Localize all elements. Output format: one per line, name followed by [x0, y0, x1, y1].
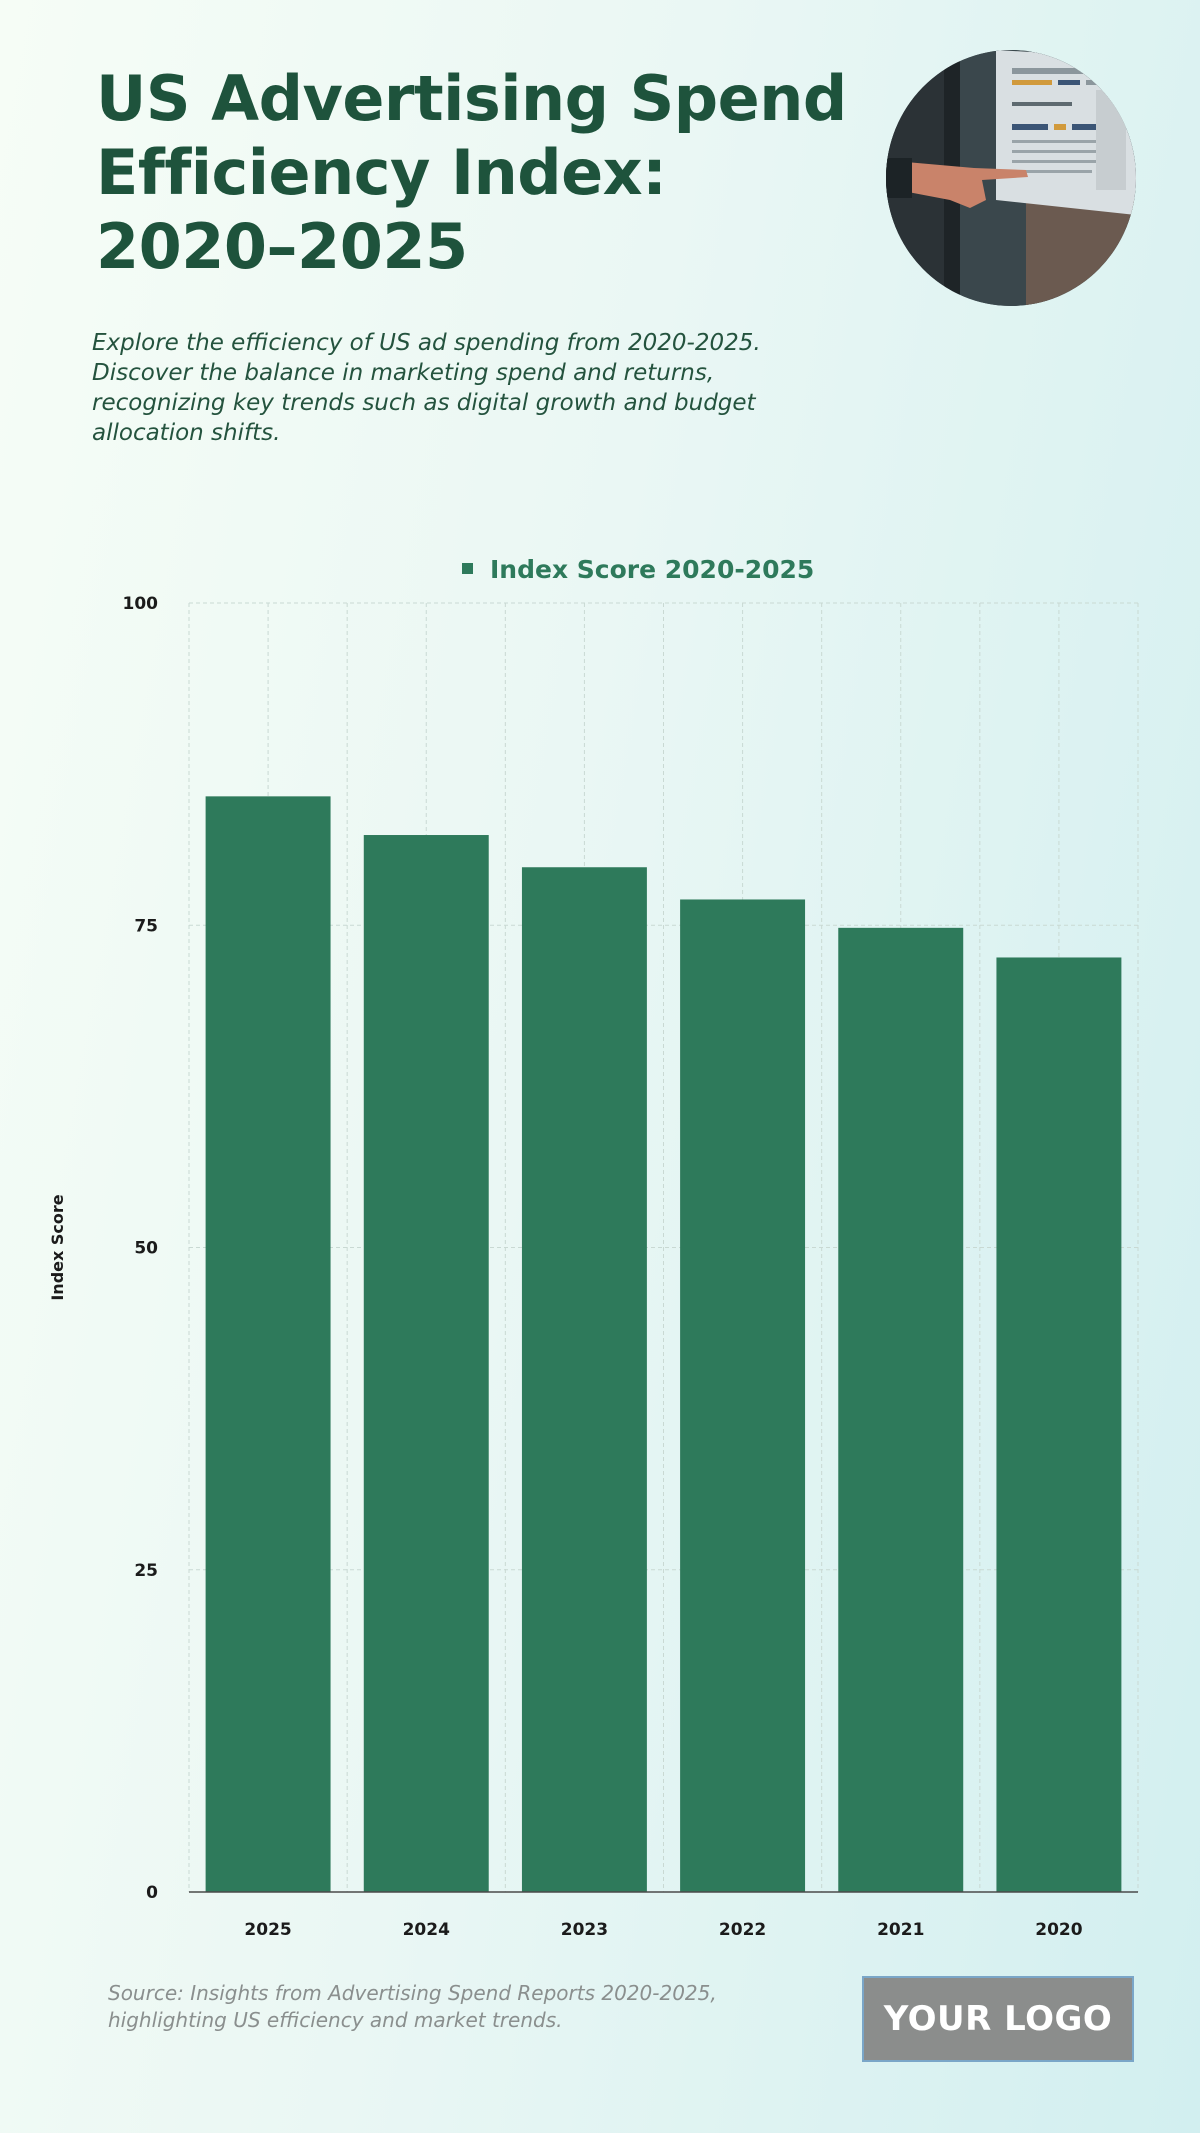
logo-placeholder: YOUR LOGO [862, 1976, 1134, 2062]
bar-2025 [205, 796, 331, 1892]
page-title: US Advertising Spend Efficiency Index: 2… [96, 62, 847, 283]
legend-label: Index Score 2020-2025 [490, 555, 814, 584]
y-tick-label: 50 [134, 1239, 158, 1259]
legend-swatch [462, 563, 473, 574]
bar-2021 [838, 927, 964, 1892]
x-tick-label: 2025 [244, 1920, 291, 1940]
y-tick-label: 25 [134, 1561, 158, 1581]
x-tick-label: 2024 [403, 1920, 450, 1940]
bar-2024 [363, 835, 489, 1892]
bar-2023 [521, 867, 647, 1892]
y-tick-label: 75 [134, 916, 158, 936]
x-tick-label: 2023 [561, 1920, 608, 1940]
bar-chart: 0 25 50 75 100 2025 2024 2023 2022 2021 2020 Index … [48, 555, 1139, 1940]
x-tick-label: 2020 [1035, 1920, 1082, 1940]
x-tick-label: 2022 [719, 1920, 766, 1940]
hand-pointing-at-chart-photo [886, 50, 1136, 306]
source-note: Source: Insights from Advertising Spend … [108, 1981, 717, 2032]
y-tick-label: 0 [146, 1883, 158, 1903]
x-tick-label: 2021 [877, 1920, 924, 1940]
bar-2022 [680, 899, 806, 1892]
y-tick-label: 100 [123, 594, 159, 614]
bar-2020 [996, 957, 1122, 1892]
page-subtitle: Explore the efficiency of US ad spending… [92, 330, 761, 446]
y-axis-label: Index Score [48, 1194, 67, 1300]
